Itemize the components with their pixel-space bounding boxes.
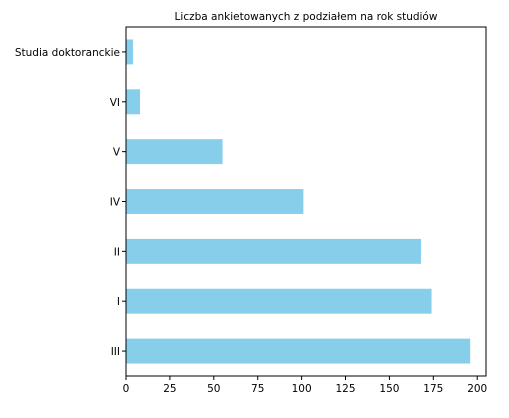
y-tick-label-iv: IV [110,197,121,209]
bar-iii [126,339,470,364]
x-tick-label-50: 50 [207,383,220,395]
x-tick-label-150: 150 [379,383,399,395]
y-tick-label-vi: VI [110,97,120,109]
y-tick-label-ii: II [114,246,120,258]
y-tick-label-studia-doktoranckie: Studia doktoranckie [15,47,120,59]
bar-iv [126,189,303,214]
bar-vi [126,89,140,114]
bar-ii [126,239,421,264]
y-tick-label-v: V [113,147,121,159]
bar-studia-doktoranckie [126,39,133,64]
bar-i [126,289,432,314]
bar-v [126,139,223,164]
x-tick-label-125: 125 [335,383,355,395]
x-tick-label-75: 75 [251,383,264,395]
x-tick-label-100: 100 [292,383,312,395]
x-tick-label-200: 200 [467,383,487,395]
x-tick-label-0: 0 [123,383,130,395]
x-tick-label-25: 25 [163,383,176,395]
bars-layer [126,39,470,363]
y-tick-label-i: I [117,296,120,308]
y-tick-label-iii: III [111,346,120,358]
ticks-layer [122,52,477,380]
x-tick-label-175: 175 [423,383,443,395]
chart-title: Liczba ankietowanych z podziałem na rok … [175,11,438,23]
